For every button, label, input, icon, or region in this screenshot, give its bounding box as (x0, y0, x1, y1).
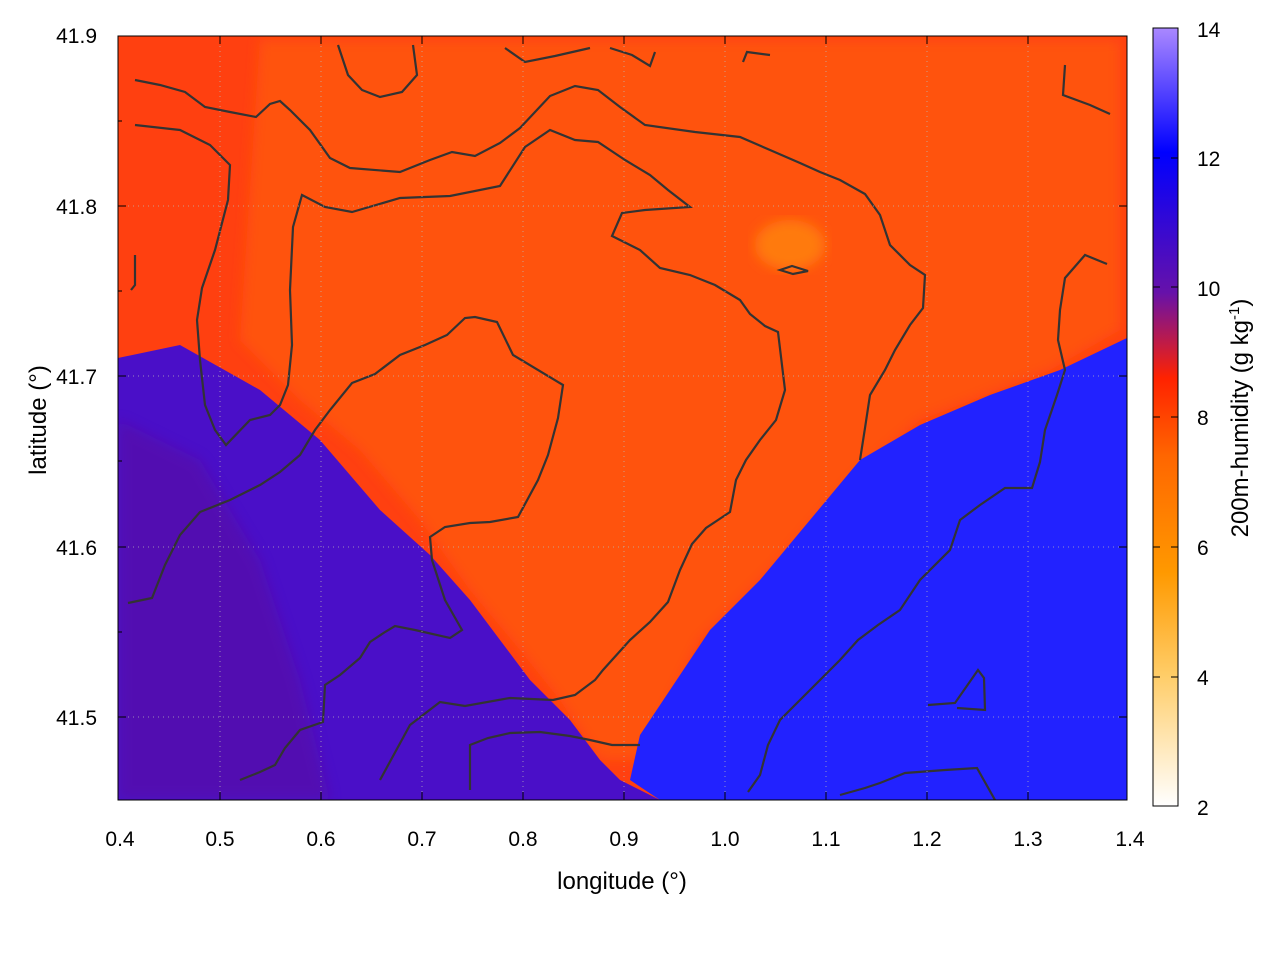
heatmap-field (118, 36, 1127, 800)
contour-loop (776, 264, 809, 276)
contour-line (336, 44, 419, 99)
x-tick-label: 1.3 (1013, 828, 1042, 851)
humidity-region-southeast (630, 338, 1127, 800)
humidity-region-southwest-shade (118, 420, 330, 800)
contour-line (741, 50, 771, 63)
x-tick-label: 1.0 (710, 828, 739, 851)
y-tick-label: 41.5 (56, 707, 97, 730)
contour-line (747, 253, 1108, 793)
x-tick-label: 1.2 (912, 828, 941, 851)
tick-marks (118, 36, 1127, 800)
humidity-region-north (240, 40, 1120, 760)
colorbar-title: 200m-humidity (g kg-1) (1226, 299, 1254, 538)
contour-line (130, 255, 137, 291)
colorbar-title-end: ) (1227, 299, 1254, 307)
x-tick-label: 0.7 (407, 828, 436, 851)
x-tick-label: 0.8 (508, 828, 537, 851)
y-axis-title: latitude (°) (25, 365, 52, 475)
contour-line (1061, 64, 1111, 116)
contour-line (127, 315, 565, 782)
colorbar-ticks (1153, 157, 1178, 678)
x-tick-label: 0.6 (306, 828, 335, 851)
contour-line (609, 46, 657, 68)
colorbar-tick-label: 2 (1197, 797, 1209, 820)
contour-line (134, 78, 927, 461)
colorbar-tick-label: 8 (1197, 407, 1209, 430)
colorbar-tick-label: 12 (1197, 148, 1220, 171)
contour-line (134, 123, 787, 781)
y-tick-labels: 41.5 41.6 41.7 41.8 41.9 (56, 25, 97, 730)
humidity-maximum-spot (755, 220, 825, 270)
colorbar-tick-labels: 2 4 6 8 10 12 14 (1197, 19, 1221, 820)
colorbar-tick-label: 14 (1197, 19, 1221, 42)
y-tick-label: 41.8 (56, 196, 97, 219)
contour-line (468, 730, 640, 790)
colorbar: 2 4 6 8 10 12 14 200m-humidity (g kg-1) (1152, 19, 1254, 820)
contour-line (839, 766, 996, 800)
x-tick-labels: 0.4 0.5 0.6 0.7 0.8 0.9 1.0 1.1 1.2 1.3 … (105, 828, 1145, 851)
colorbar-tick-label: 10 (1197, 278, 1220, 301)
y-tick-label: 41.9 (56, 25, 97, 48)
x-tick-label: 0.4 (105, 828, 135, 851)
x-axis-title: longitude (°) (557, 868, 687, 895)
colorbar-title-sup: -1 (1226, 307, 1243, 320)
grid (118, 36, 1127, 800)
x-tick-label: 0.5 (205, 828, 234, 851)
contour-lines (127, 44, 1111, 800)
y-tick-label: 41.7 (56, 366, 97, 389)
colorbar-tick-label: 6 (1197, 537, 1209, 560)
y-tick-label: 41.6 (56, 537, 97, 560)
x-tick-label: 0.9 (609, 828, 638, 851)
plot-frame (117, 35, 1128, 801)
colorbar-title-main: 200m-humidity (g kg (1227, 320, 1254, 537)
colorbar-tick-label: 4 (1197, 667, 1209, 690)
contour-line (504, 46, 591, 64)
x-tick-label: 1.1 (811, 828, 840, 851)
x-tick-label: 1.4 (1115, 828, 1145, 851)
contour-line (927, 668, 987, 712)
